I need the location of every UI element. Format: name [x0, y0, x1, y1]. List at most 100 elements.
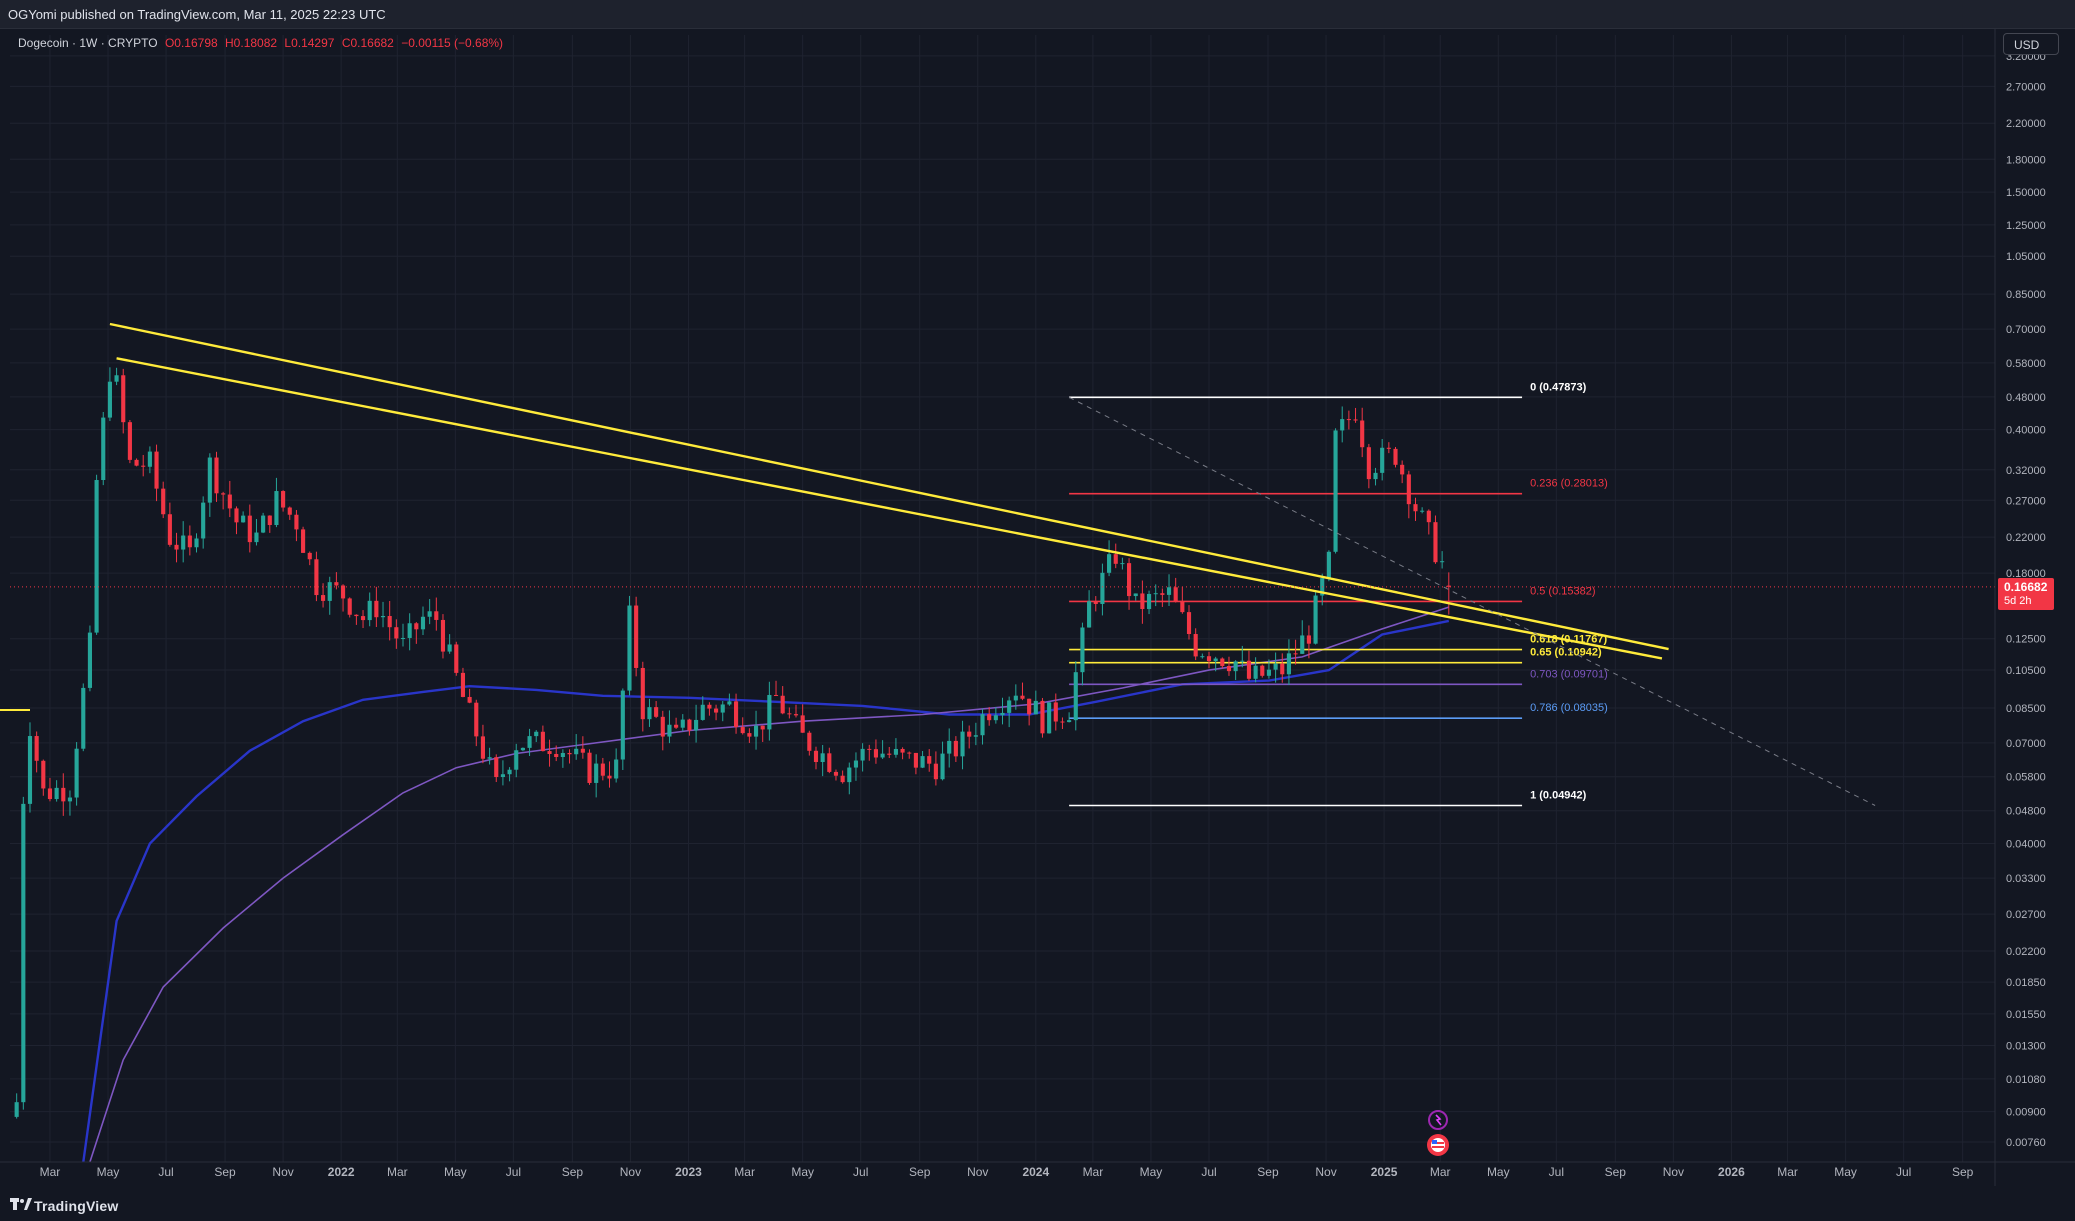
candle-body	[534, 731, 539, 737]
candle-body	[340, 585, 346, 599]
candle-body	[813, 750, 819, 763]
candle-body	[1013, 695, 1018, 701]
candle-body	[354, 614, 359, 617]
candle-body	[1133, 593, 1138, 597]
chart-pane[interactable]	[0, 28, 2075, 1186]
candle-body	[987, 714, 992, 721]
candle-body	[1353, 419, 1358, 421]
publish-bar: OGYomi published on TradingView.com, Mar…	[0, 0, 2075, 28]
candle-body	[141, 465, 146, 467]
candle-body	[54, 787, 59, 800]
candle	[1366, 443, 1371, 489]
candle-body	[953, 740, 958, 757]
candle	[434, 597, 439, 631]
candle-body	[467, 696, 472, 703]
candle-body	[740, 727, 745, 734]
low-value: L0.14297	[284, 36, 335, 50]
candle	[640, 661, 645, 732]
time-tick-label: Jul	[1896, 1165, 1911, 1179]
candle-body	[127, 422, 132, 460]
fib-level-label: 0.65 (0.10942)	[1530, 647, 1602, 659]
candle-body	[1146, 593, 1152, 610]
candle	[594, 754, 599, 798]
candle	[1093, 596, 1098, 612]
candle	[1413, 497, 1418, 521]
candle	[367, 592, 372, 627]
candle	[1386, 442, 1391, 454]
candle	[967, 725, 972, 749]
flash-event-icon[interactable]	[1428, 1110, 1448, 1130]
candle	[527, 728, 532, 757]
candle-body	[733, 701, 739, 728]
candle	[1080, 622, 1085, 686]
currency-button[interactable]: USD	[2003, 33, 2059, 55]
candle	[694, 704, 699, 743]
candle-body	[1326, 551, 1331, 579]
time-tick-label: Sep	[1257, 1165, 1279, 1179]
candle-body	[500, 774, 505, 778]
candle-body	[1113, 554, 1118, 564]
candle	[1333, 428, 1338, 554]
candle	[1107, 540, 1112, 577]
candle-body	[267, 515, 272, 526]
candle-body	[1240, 660, 1245, 662]
time-tick-label: 2025	[1371, 1165, 1398, 1179]
candle	[1060, 717, 1065, 730]
candle-body	[667, 724, 672, 737]
candle	[727, 693, 732, 706]
candle	[714, 704, 719, 721]
candle	[514, 743, 519, 778]
price-tick-label: 1.80000	[2006, 154, 2046, 166]
candle	[993, 706, 998, 724]
price-tick-label: 0.18000	[2006, 568, 2046, 580]
fib-level-label: 0 (0.47873)	[1530, 381, 1587, 393]
candle	[1240, 645, 1245, 668]
candle-body	[407, 623, 412, 638]
fib-trend-line[interactable]	[1068, 396, 1876, 806]
candle-body	[880, 753, 885, 758]
candle-body	[527, 736, 532, 748]
candle-body	[447, 644, 452, 652]
candle	[1300, 620, 1305, 654]
candle	[1146, 590, 1152, 615]
candle-body	[161, 488, 166, 515]
us-flag-event-icon[interactable]	[1427, 1134, 1449, 1156]
candle-body	[1000, 712, 1005, 716]
moving-average-line	[82, 619, 1450, 1163]
fib-level-label: 0.5 (0.15382)	[1530, 585, 1595, 597]
candle-body	[1120, 563, 1125, 565]
candle	[241, 511, 246, 523]
candle-body	[1126, 563, 1132, 597]
candle	[780, 686, 785, 715]
candle	[800, 704, 805, 733]
candle-body	[1186, 612, 1192, 635]
candle	[820, 744, 825, 777]
fib-level-label: 1 (0.04942)	[1530, 790, 1587, 802]
candle	[1440, 551, 1445, 569]
candle-body	[227, 494, 232, 509]
candle	[1186, 605, 1192, 640]
trend-line[interactable]	[109, 322, 1669, 651]
time-tick-label: May	[1834, 1165, 1857, 1179]
time-tick-label: Mar	[1777, 1165, 1798, 1179]
candle-body	[1100, 572, 1105, 604]
candle	[34, 731, 39, 773]
candle	[21, 796, 26, 1110]
candle	[440, 614, 446, 659]
candle-body	[221, 493, 226, 495]
candle-body	[154, 451, 159, 489]
candle	[707, 702, 712, 716]
candle-body	[1373, 472, 1378, 480]
candle-body	[747, 733, 752, 737]
candle-body	[867, 748, 872, 750]
candle-body	[400, 637, 406, 639]
candle-body	[247, 515, 252, 543]
price-tick-label: 0.40000	[2006, 425, 2046, 437]
candle-body	[21, 803, 26, 1103]
candle	[161, 481, 166, 519]
candle-body	[1420, 510, 1425, 512]
candle	[394, 619, 399, 649]
candle-body	[1033, 700, 1038, 715]
trend-line[interactable]	[116, 357, 1663, 660]
